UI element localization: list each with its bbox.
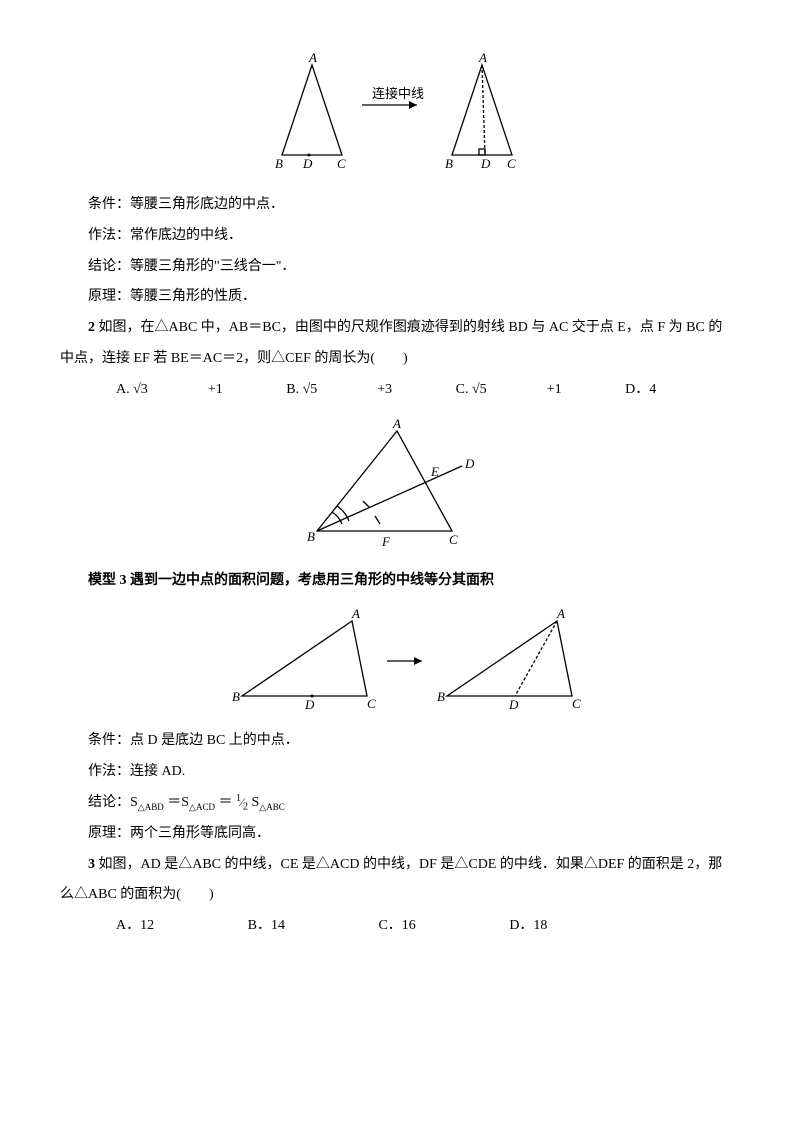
option-3a[interactable]: A．12 [116,911,154,942]
connect-label: 连接中线 [372,86,424,101]
condition-1: 条件：等腰三角形底边的中点． [60,190,734,221]
svg-text:F: F [381,534,391,549]
triangle-bisector-diagram: A B C D E F [287,416,507,556]
triangle-median-diagram: A B C D 连接中线 A B C D [237,50,557,180]
problem-3-text: 3 如图，AD 是△ABC 的中线，CE 是△ACD 的中线，DF 是△CDE … [60,850,734,912]
figure-2: A B C D E F [60,416,734,556]
problem-3-options: A．12 B．14 C．16 D．18 [116,911,734,942]
condition-3: 条件：点 D 是底边 BC 上的中点． [60,726,734,757]
figure-1: A B C D 连接中线 A B C D [60,50,734,180]
figure-3: A B C D A B C D [60,606,734,716]
method-1: 作法：常作底边的中线． [60,221,734,252]
option-2b[interactable]: B. √5+3 [286,375,392,406]
svg-text:B: B [307,529,315,544]
option-3b[interactable]: B．14 [248,911,285,942]
label-A2: A [478,50,487,65]
label-A: A [308,50,317,65]
model-3-title: 模型 3 遇到一边中点的面积问题，考虑用三角形的中线等分其面积 [60,566,734,597]
svg-text:D: D [304,697,315,712]
svg-text:C: C [572,696,581,711]
svg-text:B: B [437,689,445,704]
svg-text:A: A [556,606,565,621]
problem-2-options: A. √3+1 B. √5+3 C. √5+1 D．4 [116,375,734,406]
svg-text:C: C [449,532,458,547]
label-C2: C [507,156,516,171]
svg-text:A: A [351,606,360,621]
label-D: D [302,156,313,171]
conclusion-3: 结论：S△ABD ＝S△ACD ＝ 1⁄2 S△ABC [60,788,734,819]
conclusion-1: 结论：等腰三角形的"三线合一"． [60,252,734,283]
method-3: 作法：连接 AD. [60,757,734,788]
label-B2: B [445,156,453,171]
triangle-area-diagram: A B C D A B C D [197,606,597,716]
principle-3: 原理：两个三角形等底同高． [60,819,734,850]
label-D2: D [480,156,491,171]
option-3d[interactable]: D．18 [509,911,547,942]
label-C: C [337,156,346,171]
svg-text:C: C [367,696,376,711]
problem-2-text: 2 如图，在△ABC 中，AB＝BC，由图中的尺规作图痕迹得到的射线 BD 与 … [60,313,734,375]
principle-1: 原理：等腰三角形的性质． [60,282,734,313]
svg-text:D: D [464,456,475,471]
option-2c[interactable]: C. √5+1 [456,375,562,406]
label-B: B [275,156,283,171]
option-2d[interactable]: D．4 [625,375,656,406]
svg-text:B: B [232,689,240,704]
svg-text:A: A [392,416,401,431]
svg-text:E: E [430,464,439,479]
svg-text:D: D [508,697,519,712]
option-2a[interactable]: A. √3+1 [116,375,223,406]
option-3c[interactable]: C．16 [378,911,415,942]
